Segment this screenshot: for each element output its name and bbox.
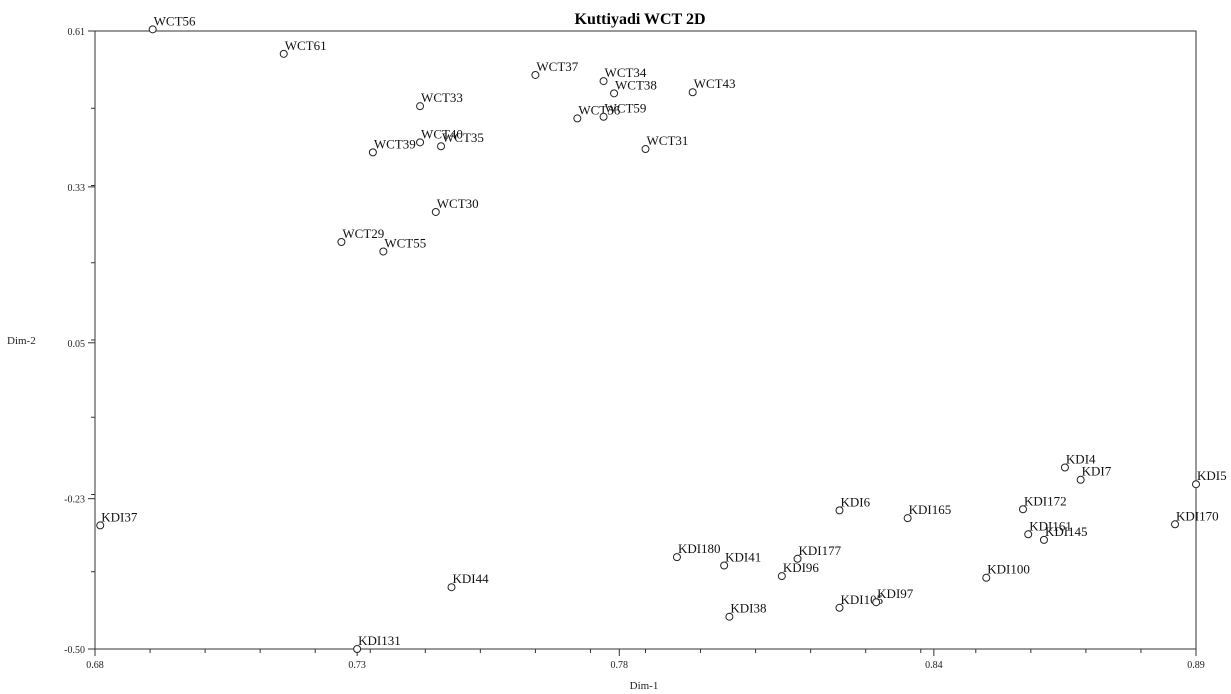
point-label: WCT61 <box>285 38 327 53</box>
data-point <box>437 142 446 151</box>
y-tick-label: -0.23 <box>64 495 85 506</box>
point-label: KDI44 <box>453 571 490 586</box>
y-tick-label: 0.05 <box>68 339 86 350</box>
chart-title: Kuttiyadi WCT 2D <box>575 11 706 28</box>
point-label: KDI170 <box>1176 508 1219 523</box>
data-point <box>725 612 734 621</box>
point-label: KDI145 <box>1045 524 1088 539</box>
point-label: KDI97 <box>877 586 914 601</box>
plot-frame <box>94 30 1197 650</box>
data-point <box>835 506 844 515</box>
point-label: KDI161 <box>1029 518 1072 533</box>
data-point <box>1076 475 1085 484</box>
point-label: KDI100 <box>987 562 1030 577</box>
data-point <box>1060 463 1069 472</box>
x-tick-label: 0.68 <box>86 660 104 671</box>
point-label: WCT39 <box>374 136 416 151</box>
x-tick-label: 0.78 <box>611 660 629 671</box>
point-label: WCT35 <box>442 130 484 145</box>
point-label: WCT30 <box>437 196 479 211</box>
point-label: KDI172 <box>1024 493 1067 508</box>
point-label: KDI7 <box>1082 464 1112 479</box>
y-tick-label: 0.33 <box>68 183 86 194</box>
data-point <box>1018 505 1027 514</box>
point-label: WCT56 <box>154 13 196 28</box>
data-point <box>777 572 786 581</box>
data-point <box>148 25 157 34</box>
data-point <box>1171 520 1180 529</box>
point-label: WCT34 <box>605 65 647 80</box>
point-label: KDI38 <box>730 601 766 616</box>
point-label: WCT40 <box>421 126 463 141</box>
data-point <box>337 238 346 247</box>
data-point <box>531 70 540 79</box>
data-point <box>447 583 456 592</box>
data-point <box>688 88 697 97</box>
point-label: WCT31 <box>647 133 689 148</box>
point-label: KDI131 <box>358 633 401 648</box>
point-label: KDI6 <box>840 494 870 509</box>
point-label: WCT59 <box>605 101 647 116</box>
data-point <box>279 49 288 58</box>
point-label: WCT55 <box>384 235 426 250</box>
data-point <box>599 112 608 121</box>
data-point <box>96 521 105 530</box>
data-point <box>431 207 440 216</box>
point-label: WCT37 <box>536 59 578 74</box>
point-label: KDI96 <box>783 560 820 575</box>
y-axis: 0.61 0.33 0.05 -0.23 -0.50 <box>64 27 95 656</box>
data-point <box>1192 480 1200 489</box>
data-point <box>835 603 844 612</box>
x-axis: 0.68 0.73 0.78 0.84 0.89 <box>86 649 1205 671</box>
data-point <box>1024 530 1033 539</box>
point-label: KDI37 <box>101 509 138 524</box>
point-label: KDI165 <box>909 502 952 517</box>
data-point <box>720 561 729 570</box>
data-point <box>793 554 802 563</box>
x-tick-label: 0.73 <box>348 660 366 671</box>
data-point <box>416 102 425 111</box>
point-label: WCT43 <box>694 76 736 91</box>
data-point <box>573 114 582 123</box>
data-point <box>599 77 608 86</box>
point-label: KDI180 <box>678 541 721 556</box>
data-point <box>1039 535 1048 544</box>
point-label: KDI4 <box>1066 451 1096 466</box>
x-tick-label: 0.84 <box>925 660 943 671</box>
point-label: WCT29 <box>342 226 384 241</box>
data-point <box>672 553 681 562</box>
data-point <box>641 145 650 154</box>
data-point <box>982 573 991 582</box>
point-label: KDI177 <box>799 543 842 558</box>
data-point <box>872 598 881 607</box>
point-label: KDI41 <box>725 549 761 564</box>
y-tick-label: 0.61 <box>68 27 86 38</box>
x-axis-label: Dim-1 <box>630 680 659 692</box>
data-point <box>610 89 619 98</box>
point-label: WCT38 <box>615 77 657 92</box>
data-point <box>353 645 362 653</box>
data-point <box>368 148 377 157</box>
point-label: WCT33 <box>421 90 463 105</box>
y-axis-label: Dim-2 <box>7 335 36 347</box>
y-tick-label: -0.50 <box>64 645 85 656</box>
data-point <box>379 247 388 256</box>
data-point <box>903 514 912 523</box>
x-tick-label: 0.89 <box>1187 660 1205 671</box>
point-label: KDI5 <box>1197 468 1227 483</box>
data-point <box>416 138 425 147</box>
point-label: WCT36 <box>578 102 620 117</box>
